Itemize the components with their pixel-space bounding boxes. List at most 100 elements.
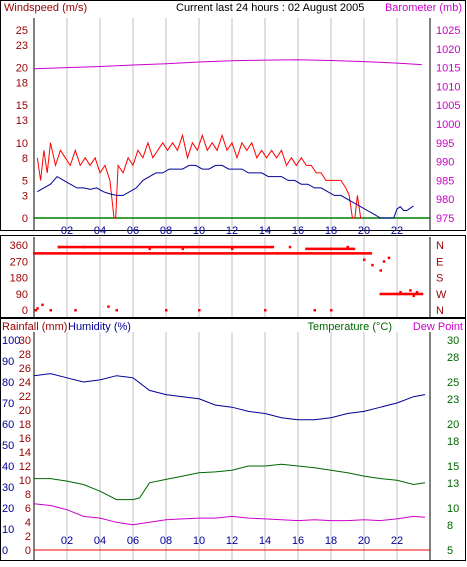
windspeed-tick-20: 20	[16, 63, 28, 75]
direction-point	[49, 309, 52, 312]
direction-point	[215, 252, 218, 255]
direction-point	[70, 252, 74, 255]
direction-point	[420, 292, 424, 296]
direction-point	[409, 289, 412, 292]
direction-point	[333, 252, 337, 255]
direction-point	[317, 247, 320, 251]
direction-point	[185, 252, 188, 255]
direction-point	[87, 245, 90, 249]
direction-point	[251, 245, 255, 249]
direction-point	[331, 252, 335, 255]
direction-point	[158, 245, 162, 249]
direction-point	[288, 252, 291, 255]
direction-tick-90: 90	[16, 289, 28, 301]
direction-point	[146, 245, 150, 249]
direction-point	[107, 305, 110, 308]
direction-point	[381, 292, 384, 296]
direction-point	[348, 247, 352, 251]
direction-point	[179, 252, 183, 255]
direction-point	[338, 247, 342, 251]
direction-point	[181, 252, 184, 255]
direction-point	[274, 252, 278, 255]
direction-point	[135, 252, 139, 255]
direction-point	[190, 245, 193, 249]
direction-point	[195, 252, 198, 255]
direction-point	[393, 292, 396, 296]
lower-x-tick-10: 10	[193, 535, 205, 547]
direction-point	[328, 252, 331, 255]
rainfall-tick-10: 10	[19, 475, 31, 487]
x-tick-16: 16	[292, 225, 304, 237]
direction-point	[320, 252, 323, 255]
direction-point	[263, 245, 267, 249]
direction-point	[387, 292, 390, 296]
temperature-tick-18: 18	[447, 436, 459, 448]
direction-point	[161, 252, 165, 255]
direction-point	[237, 245, 241, 249]
direction-point	[134, 245, 138, 249]
direction-point	[168, 245, 172, 249]
direction-point	[357, 252, 361, 255]
direction-point	[206, 245, 209, 249]
direction-point	[132, 245, 136, 249]
direction-point	[136, 245, 140, 249]
x-tick-12: 12	[226, 225, 238, 237]
direction-point	[153, 252, 157, 255]
direction-point	[409, 292, 412, 296]
series-windspeed	[36, 133, 363, 219]
direction-point	[62, 252, 66, 255]
direction-point	[93, 245, 96, 249]
direction-point	[305, 247, 308, 251]
humidity-tick-30: 30	[2, 482, 14, 494]
direction-point	[106, 252, 109, 255]
temperature-tick-5: 5	[447, 545, 453, 557]
direction-point	[294, 252, 297, 255]
direction-point	[172, 245, 176, 249]
direction-point	[276, 252, 280, 255]
humidity-tick-100: 100	[2, 335, 20, 347]
windspeed-tick-15: 15	[16, 100, 28, 112]
direction-point	[238, 252, 242, 255]
barometer-tick-995: 995	[436, 138, 454, 150]
barometer-tick-1025: 1025	[436, 25, 460, 37]
direction-point	[264, 252, 268, 255]
direction-point	[399, 290, 402, 294]
direction-point	[176, 245, 180, 249]
direction-point	[209, 252, 212, 255]
barometer-tick-1015: 1015	[436, 63, 460, 75]
direction-point	[239, 245, 243, 249]
humidity-tick-40: 40	[2, 461, 14, 473]
direction-point	[103, 245, 106, 249]
windspeed-tick-13: 13	[16, 115, 28, 127]
direction-point	[220, 245, 223, 249]
direction-point	[419, 292, 422, 296]
direction-point	[246, 252, 250, 255]
series-barometer	[33, 59, 422, 70]
direction-point	[132, 252, 135, 255]
humidity-tick-80: 80	[2, 377, 14, 389]
series-dewpoint	[33, 503, 426, 526]
direction-point	[188, 245, 191, 249]
direction-point	[68, 252, 72, 255]
barometer-tick-1010: 1010	[436, 81, 460, 93]
direction-point	[142, 245, 146, 249]
barometer-tick-1005: 1005	[436, 100, 460, 112]
direction-point	[361, 252, 365, 255]
direction-point	[329, 247, 332, 251]
windspeed-tick-10: 10	[16, 138, 28, 150]
direction-point	[183, 252, 186, 255]
direction-point	[240, 252, 244, 255]
direction-point	[171, 252, 175, 255]
direction-point	[138, 245, 142, 249]
direction-point	[191, 252, 194, 255]
direction-point	[163, 252, 167, 255]
direction-point	[385, 292, 388, 296]
series-humidity	[33, 373, 426, 421]
direction-point	[173, 252, 177, 255]
direction-point	[223, 252, 226, 255]
direction-point	[332, 247, 336, 251]
direction-point	[162, 245, 166, 249]
direction-point	[397, 292, 400, 296]
rainfall-tick-22: 22	[19, 391, 31, 403]
direction-point	[201, 252, 204, 255]
